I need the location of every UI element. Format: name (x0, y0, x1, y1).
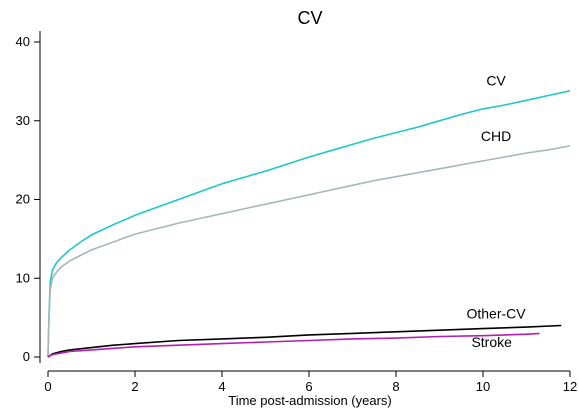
y-axis-ticks: 0 10 20 30 40 (16, 34, 40, 364)
x-tick-label: 4 (218, 379, 225, 394)
chart-title: CV (297, 8, 322, 28)
x-axis-ticks: 0 2 4 6 8 10 12 (44, 371, 577, 394)
y-tick-label: 0 (23, 349, 30, 364)
x-tick-label: 8 (392, 379, 399, 394)
y-tick-label: 20 (16, 192, 30, 207)
series-line-chd (47, 145, 571, 358)
series-line-other-cv (47, 324, 562, 358)
y-tick-label: 30 (16, 113, 30, 128)
plot-series (47, 90, 571, 358)
x-tick-label: 10 (476, 379, 490, 394)
x-axis-label: Time post-admission (years) (228, 393, 392, 408)
series-label-cv: CV (486, 72, 506, 88)
y-tick-label: 10 (16, 270, 30, 285)
series-label-stroke: Stroke (471, 334, 512, 350)
y-tick-label: 40 (16, 34, 30, 49)
x-tick-label: 6 (305, 379, 312, 394)
x-tick-label: 12 (563, 379, 577, 394)
series-label-chd: CHD (481, 128, 511, 144)
series-line-stroke (47, 332, 540, 358)
series-labels: CV CHD Other-CV Stroke (466, 72, 526, 349)
x-tick-label: 0 (44, 379, 51, 394)
x-tick-label: 2 (131, 379, 138, 394)
series-label-other-cv: Other-CV (466, 305, 526, 321)
series-line-cv (47, 90, 571, 358)
